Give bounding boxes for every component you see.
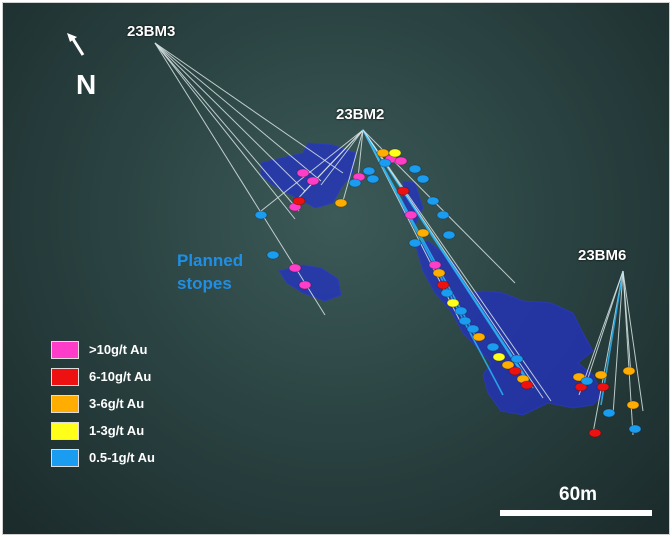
grade-intercept [266, 250, 280, 260]
drill-trace [600, 270, 624, 406]
legend-label: >10g/t Au [89, 342, 148, 357]
legend-swatch [51, 368, 79, 386]
grade-intercept [596, 382, 610, 392]
legend-label: 0.5-1g/t Au [89, 450, 155, 465]
grade-intercept [254, 210, 268, 220]
grade-intercept [628, 424, 642, 434]
grade-intercept [408, 164, 422, 174]
drillhole-scene [154, 42, 644, 438]
grade-intercept [288, 263, 302, 273]
legend-swatch [51, 341, 79, 359]
grade-intercept [436, 210, 450, 220]
grade-intercept [520, 380, 534, 390]
legend-label: 1-3g/t Au [89, 423, 145, 438]
grade-intercept [446, 298, 460, 308]
drill-trace [622, 270, 632, 376]
grade-intercept [622, 366, 636, 376]
scale-bar-label: 60m [559, 484, 598, 505]
grade-intercept [466, 324, 480, 334]
planned-stopes-line1: Planned [177, 251, 244, 270]
grade-intercept [574, 382, 588, 392]
grade-intercept [416, 228, 430, 238]
drill-trace [362, 129, 544, 399]
grade-intercept [442, 230, 456, 240]
legend-swatch [51, 449, 79, 467]
grade-intercept [428, 260, 442, 270]
grade-intercept [292, 196, 306, 206]
grade-intercept [416, 174, 430, 184]
grade-intercept [348, 178, 362, 188]
grade-intercept [396, 186, 410, 196]
grade-intercept [408, 238, 422, 248]
grade-intercept [296, 168, 310, 178]
stope-block [260, 142, 356, 209]
grade-intercept [426, 196, 440, 206]
legend-swatch [51, 422, 79, 440]
hole-label-23bm3: 23BM3 [127, 23, 176, 40]
drill-trace [578, 270, 624, 396]
intercepts-layer [254, 148, 642, 438]
drill-trace [342, 129, 364, 202]
drill-trace [586, 270, 624, 382]
grade-intercept [436, 280, 450, 290]
drill-trace [154, 42, 306, 192]
drill-trace [260, 129, 364, 212]
drill-trace [320, 129, 364, 186]
grade-intercept [362, 166, 376, 176]
planned-stopes-label: Planned stopes [177, 249, 243, 295]
planned-stopes-line2: stopes [177, 274, 232, 293]
grade-intercept [394, 156, 408, 166]
grade-intercept [404, 210, 418, 220]
legend-label: 3-6g/t Au [89, 396, 145, 411]
scale-bar [500, 510, 652, 516]
drill-trace [612, 270, 624, 416]
grade-intercept [501, 360, 515, 370]
hole-label-23bm2: 23BM2 [336, 106, 385, 123]
drill-trace [154, 42, 344, 174]
grade-intercept [580, 376, 594, 386]
grade-intercept [588, 428, 602, 438]
north-label: N [76, 69, 97, 100]
grade-intercept [388, 148, 402, 158]
grade-intercept [594, 370, 608, 380]
grade-intercept [432, 268, 446, 278]
grade-intercept [472, 332, 486, 342]
drill-trace [154, 42, 322, 182]
grade-intercept [626, 400, 640, 410]
grade-intercept [306, 176, 320, 186]
grade-intercept [510, 354, 524, 364]
drill-trace [154, 42, 296, 220]
north-arrow-icon [67, 33, 85, 56]
grade-intercept [378, 158, 392, 168]
grade-intercept [508, 366, 522, 376]
drill-trace [362, 129, 524, 376]
grade-intercept [486, 342, 500, 352]
grade-intercept [458, 316, 472, 326]
grade-intercept [298, 280, 312, 290]
grade-intercept [492, 352, 506, 362]
grade-intercept [334, 198, 348, 208]
drill-trace [357, 129, 364, 179]
grade-intercept [454, 306, 468, 316]
drill-trace [154, 42, 300, 212]
hole-label-23bm6: 23BM6 [578, 247, 627, 264]
drill-trace [622, 270, 644, 412]
grade-intercept [602, 408, 616, 418]
grade-intercept [440, 288, 454, 298]
stope-block [414, 240, 604, 416]
legend-label: 6-10g/t Au [89, 369, 152, 384]
grade-intercept [366, 174, 380, 184]
legend-swatch [51, 395, 79, 413]
